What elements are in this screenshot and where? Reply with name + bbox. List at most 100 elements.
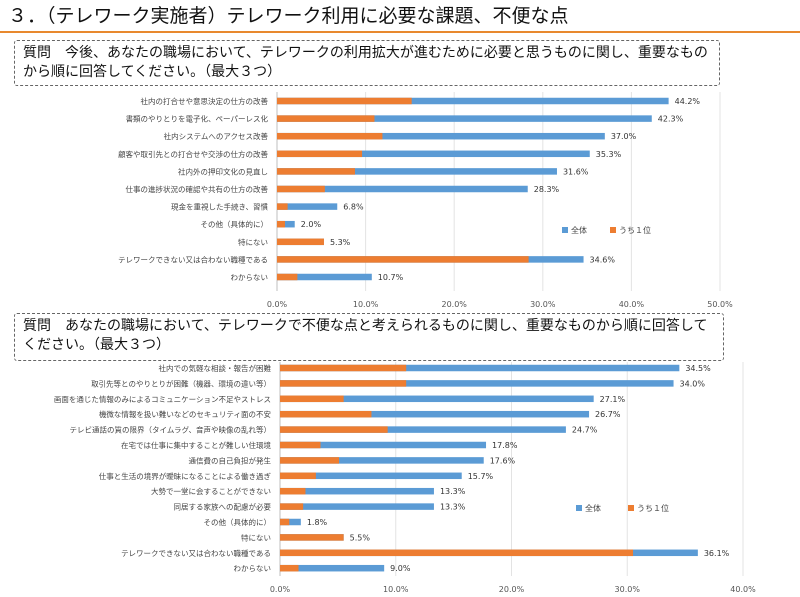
chart1-value-label: 34.6%: [590, 255, 616, 264]
chart2-category-label: 社内での気軽な相談・報告が困難: [159, 363, 272, 373]
chart2-category-label: 仕事と生活の境界が曖昧になることによる働き過ぎ: [99, 471, 272, 481]
question-box-2: 質問 あなたの職場において、テレワークで不便な点と考えられるものに関し、重要なも…: [14, 313, 724, 361]
chart1-category-label: 社内外の押印文化の見直し: [178, 166, 268, 176]
chart2-bar-total: [280, 364, 680, 372]
chart1-bar-first: [277, 273, 298, 281]
chart1-value-label: 42.3%: [658, 115, 684, 124]
chart1-category-label: 社内の打合せや意思決定の仕方の改善: [141, 96, 269, 106]
chart1-legend-swatch-total: [562, 227, 568, 233]
chart1-tick-label: 20.0%: [441, 300, 467, 309]
chart2-legend-label-first: うち１位: [637, 503, 669, 513]
chart1-category-label: 現金を重視した手続き、習慣: [171, 202, 268, 212]
chart1-legend-label-total: 全体: [571, 225, 587, 235]
chart1-tick-label: 0.0%: [267, 300, 288, 309]
chart2-bar-total: [280, 395, 594, 403]
chart1-tick-label: 50.0%: [707, 300, 733, 309]
chart2-bar-total: [280, 380, 674, 387]
chart2-legend-swatch-first: [628, 505, 634, 511]
chart2-bar-first: [280, 457, 340, 464]
chart1-tick-label: 40.0%: [619, 300, 645, 309]
chart1-bar-total: [277, 115, 652, 122]
chart2-bar-first: [280, 472, 316, 480]
chart1-value-label: 44.2%: [675, 97, 701, 106]
chart2-bar-first: [280, 487, 306, 495]
chart1-bar-first: [277, 220, 285, 228]
chart2-bar-total: [280, 410, 590, 418]
chart1-bar-first: [277, 115, 375, 122]
chart2-category-label: テレビ通話の質の限界（タイムラグ、音声や映像の乱れ等）: [70, 425, 271, 435]
chart1-bar-first: [277, 256, 529, 263]
chart2-bar-total: [280, 426, 566, 433]
chart2-value-label: 24.7%: [572, 426, 598, 435]
chart2-tick-label: 40.0%: [730, 585, 756, 594]
chart2-legend-label-total: 全体: [585, 503, 601, 513]
chart2-bar-first: [280, 534, 344, 541]
chart1-bar-total: [277, 150, 590, 158]
chart1-bar-total: [277, 97, 669, 105]
chart1-value-label: 31.6%: [563, 167, 589, 176]
chart1-value-label: 2.0%: [301, 220, 322, 229]
chart2-category-label: 在宅では仕事に集中することが難しい住環境: [121, 440, 271, 450]
chart1-legend-swatch-first: [610, 227, 616, 233]
chart1-value-label: 35.3%: [596, 150, 622, 159]
title-rule: [0, 31, 800, 33]
chart2-category-label: 特にない: [241, 532, 271, 542]
chart1-tick-label: 10.0%: [353, 300, 379, 309]
chart1-bar-total: [277, 168, 557, 175]
chart2-bar-first: [280, 426, 388, 433]
chart1-bar-first: [277, 97, 412, 105]
chart2-bar-total: [280, 457, 484, 464]
chart2-category-label: 機微な情報を扱い難いなどのセキュリティ面の不安: [99, 409, 272, 419]
chart2-value-label: 1.8%: [307, 518, 328, 527]
chart1-value-label: 5.3%: [330, 238, 351, 247]
chart2-bar-total: [280, 503, 434, 510]
chart2-bar-first: [280, 364, 407, 372]
chart1-category-label: 書類のやりとりを電子化、ペーパーレス化: [126, 114, 269, 124]
chart2-bar-first: [280, 503, 304, 510]
chart1-bar-total: [277, 132, 605, 140]
chart2-value-label: 17.8%: [492, 441, 518, 450]
chart2-legend-swatch-total: [576, 505, 582, 511]
chart2-value-label: 9.0%: [390, 564, 411, 573]
chart2-bar-total: [280, 564, 385, 572]
chart2-category-label: わからない: [234, 564, 272, 573]
chart2-bar-first: [280, 518, 290, 526]
chart2-category-label: その他（具体的に）: [204, 517, 272, 527]
chart1-value-label: 37.0%: [611, 132, 637, 141]
chart2-bar-first: [280, 410, 372, 418]
chart1-bar-first: [277, 168, 355, 175]
chart2-category-label: 大勢で一堂に会することができない: [151, 486, 271, 496]
chart2-value-label: 34.0%: [680, 379, 706, 388]
chart2-value-label: 34.5%: [685, 364, 711, 373]
chart2-value-label: 13.3%: [440, 503, 466, 512]
chart2-tick-label: 30.0%: [615, 585, 641, 594]
chart2-category-label: 画面を通じた情報のみによるコミュニケーション不足やストレス: [54, 394, 271, 404]
chart1-category-label: 仕事の進捗状況の確認や共有の仕方の改善: [126, 184, 269, 194]
chart1-category-label: 社内システムへのアクセス改善: [164, 131, 269, 141]
chart1-value-label: 10.7%: [378, 273, 404, 282]
chart2-value-label: 36.1%: [704, 549, 730, 558]
chart1-tick-label: 30.0%: [530, 300, 556, 309]
chart2-value-label: 5.5%: [350, 533, 371, 542]
page-title: ３．（テレワーク実施者）テレワーク利用に必要な課題、不便な点: [8, 5, 569, 27]
chart2-bar-total: [280, 441, 487, 449]
chart1-legend-label-first: うち１位: [619, 225, 651, 235]
chart1-category-label: テレワークできない又は合わない職種である: [118, 254, 268, 264]
chart1-bar-first: [277, 185, 325, 193]
chart2-tick-label: 20.0%: [499, 585, 525, 594]
chart1-category-label: わからない: [231, 273, 269, 282]
chart2-tick-label: 10.0%: [383, 585, 409, 594]
chart2-bar-total: [280, 472, 462, 480]
chart2-category-label: 取引先等とのやりとりが困難（機器、環境の違い等）: [91, 378, 271, 388]
chart1-bar-first: [277, 238, 324, 246]
chart2-category-label: テレワークできない又は合わない職種である: [121, 548, 271, 558]
chart1-category-label: その他（具体的に）: [201, 219, 269, 229]
chart1-value-label: 6.8%: [343, 203, 364, 212]
chart1-bar-total: [277, 220, 295, 228]
chart1-bar-total: [277, 185, 528, 193]
chart2-bar-first: [280, 441, 321, 449]
chart1-category-label: 顧客や取引先との打合せや交渉の仕方の改善: [118, 149, 268, 159]
chart2-bar-first: [280, 564, 299, 572]
chart1-category-label: 特にない: [238, 237, 268, 247]
